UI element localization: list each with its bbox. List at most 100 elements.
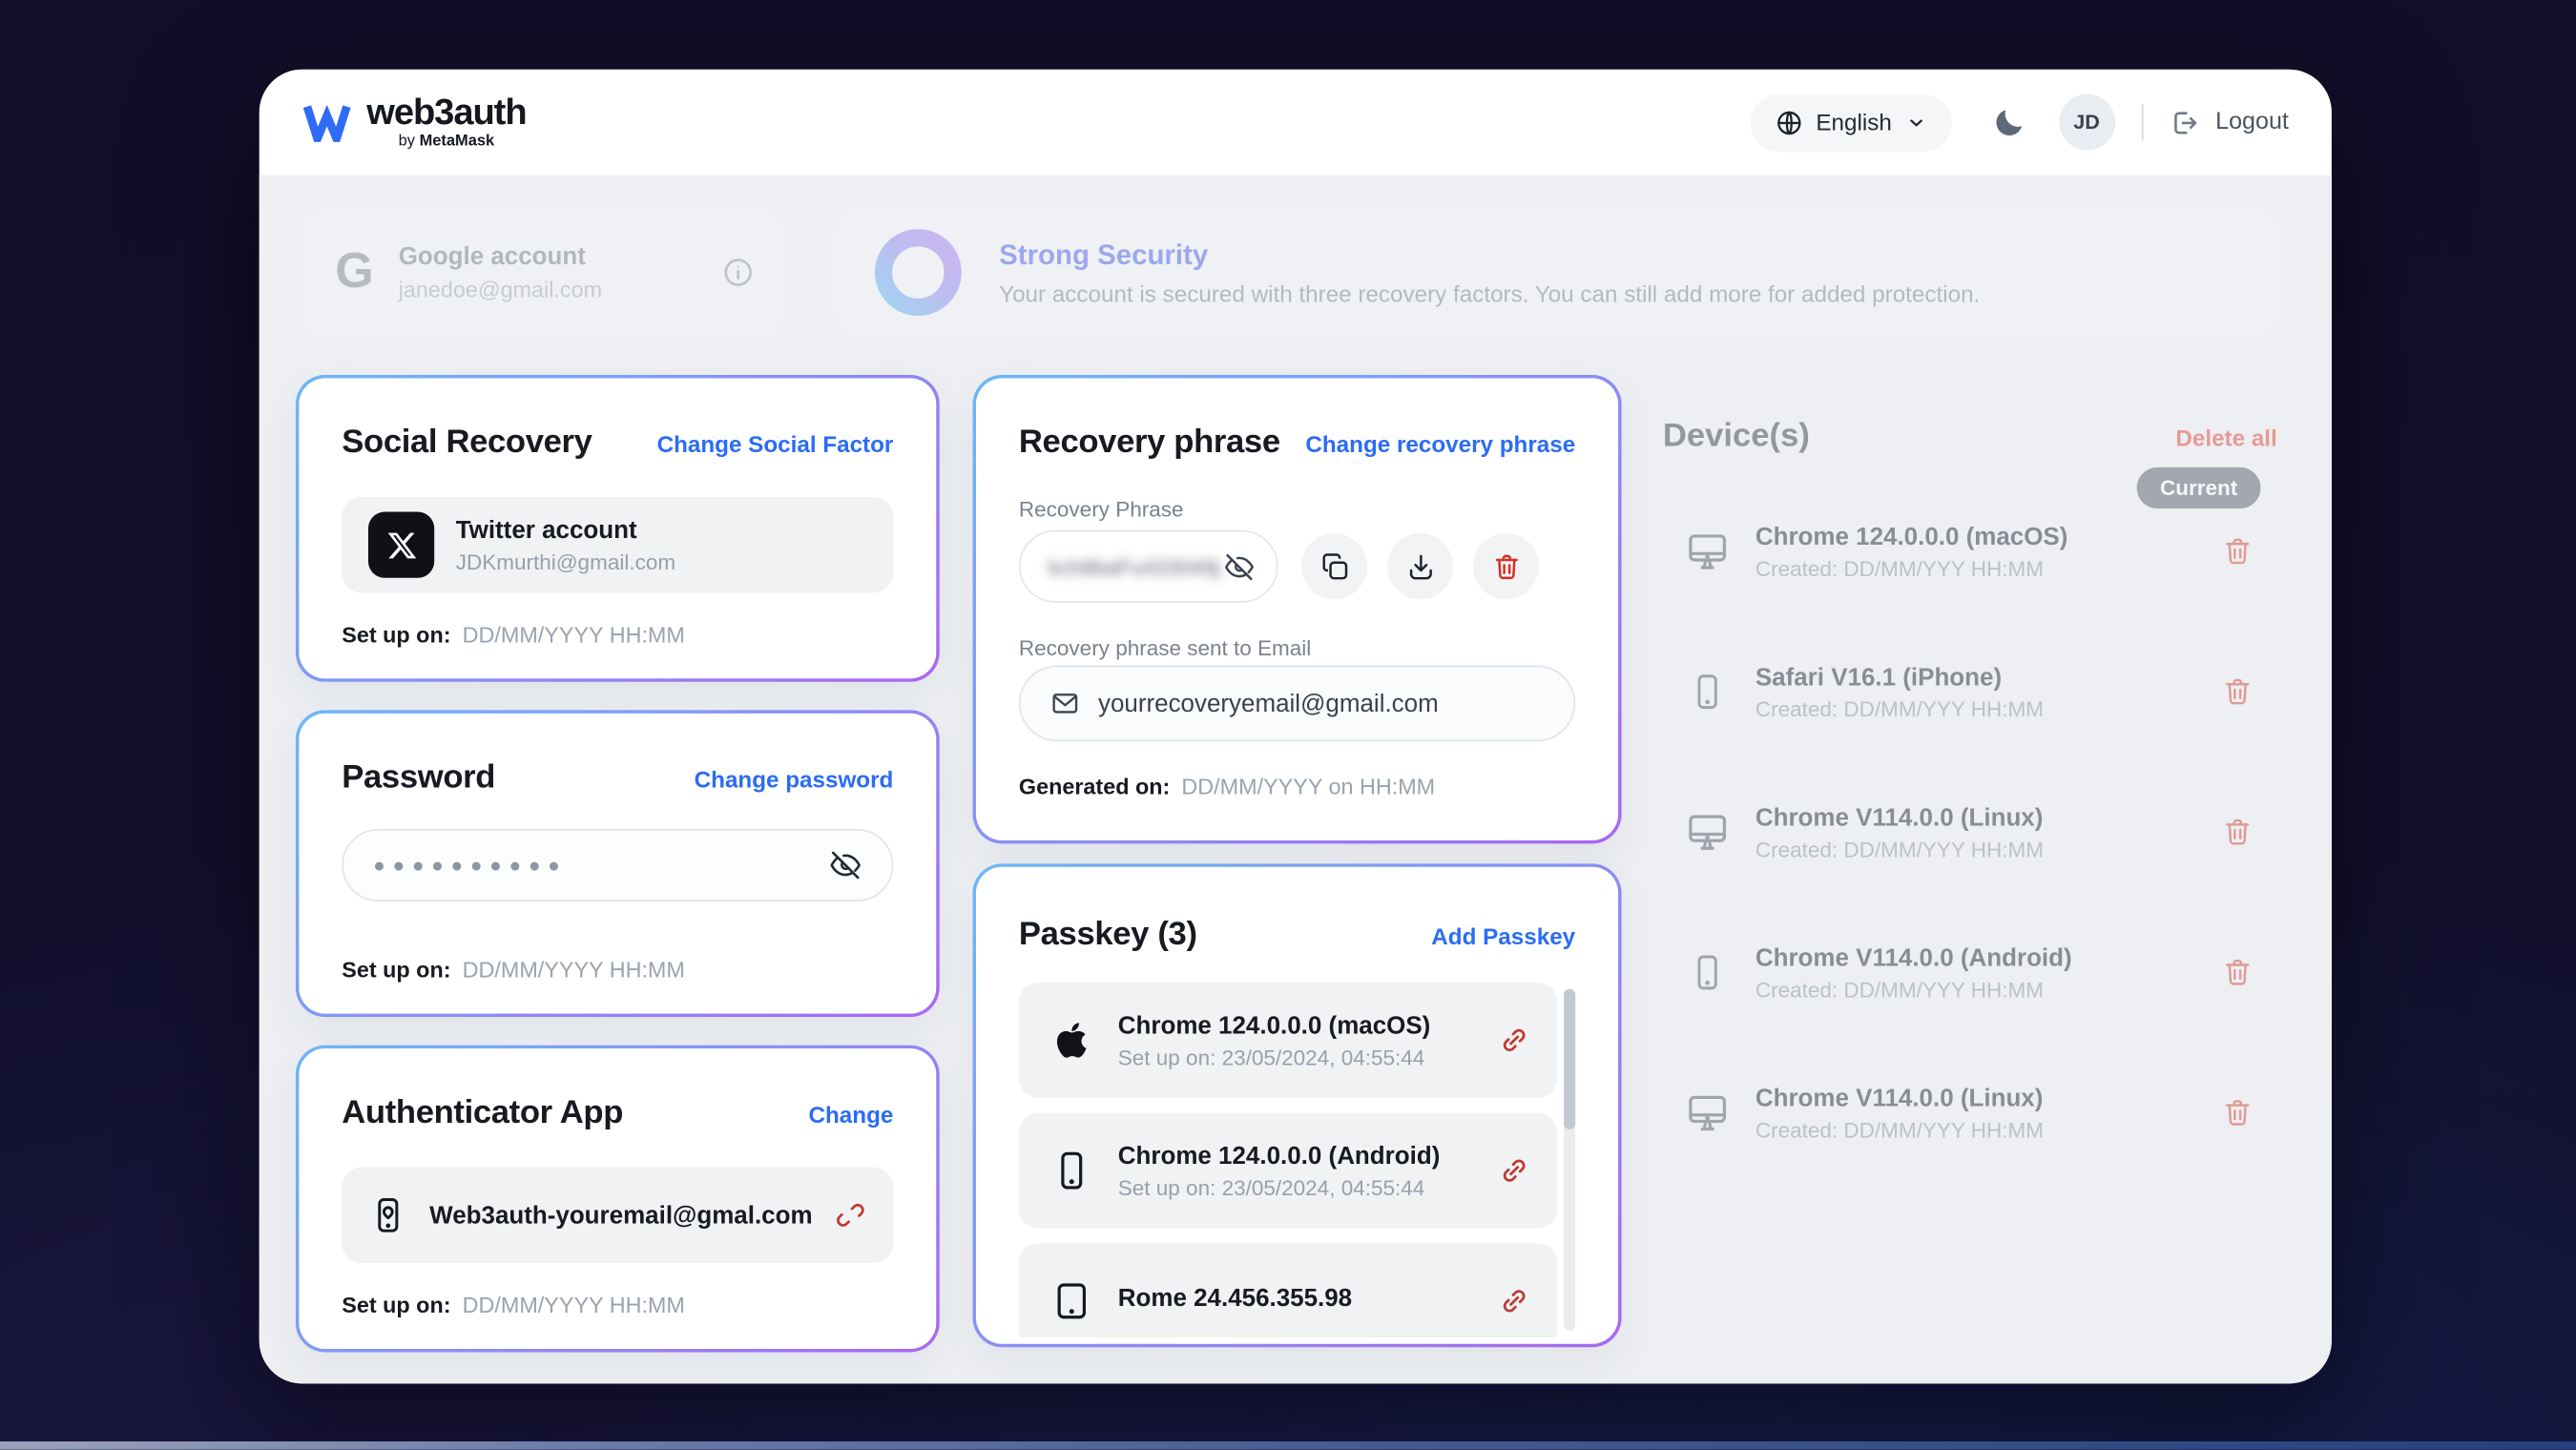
download-phrase-button[interactable] [1386,533,1454,600]
desktop-icon [1683,809,1733,855]
passkey-title: Passkey (3) [1018,916,1197,953]
recovery-email-label: Recovery phrase sent to Email [1018,635,1312,661]
copy-phrase-button[interactable] [1300,533,1368,600]
password-setup-date: Set up on: DD/MM/YYYY HH:MM [342,957,685,983]
social-account-name: Twitter account [455,515,637,545]
tablet-icon [1046,1278,1098,1324]
change-authenticator-link[interactable]: Change [808,1100,894,1128]
passkey-name: Rome 24.456.355.98 [1117,1284,1353,1313]
smartphone-icon [1683,951,1733,994]
account-provider: Google account [398,242,586,271]
download-icon [1408,553,1431,579]
delete-device-icon[interactable] [2221,535,2254,569]
delete-device-icon[interactable] [2221,675,2254,709]
device-name: Chrome V114.0.0 (Android) [1755,943,2072,972]
authenticator-title: Authenticator App [342,1094,624,1131]
device-name: Chrome 124.0.0.0 (macOS) [1755,522,2068,551]
social-account-email: JDKmurthi@gmail.com [455,549,676,574]
password-field[interactable]: ●●●●●●●●●● [342,828,894,902]
device-item: Chrome V114.0.0 (Linux) Created: DD/MM/Y… [1655,776,2281,889]
recovery-phrase-masked: kch8baFu433049j... [1049,553,1224,579]
dark-mode-toggle[interactable] [1991,105,2025,139]
security-status-description: Your account is secured with three recov… [999,280,1981,307]
recovery-phrase-title: Recovery phrase [1018,424,1280,461]
twitter-account-tile: Twitter account JDKmurthi@gmail.com [342,496,894,593]
passkey-name: Chrome 124.0.0.0 (Android) [1117,1141,1441,1170]
authenticator-tile: Web3auth-youremail@gmal.com [342,1167,894,1264]
delete-all-devices-link[interactable]: Delete all [2175,423,2277,450]
moon-icon [1995,109,2022,135]
apple-icon [1046,1015,1098,1065]
passkey-scrollbar[interactable] [1564,988,1576,1332]
device-item: Chrome V114.0.0 (Linux) Created: DD/MM/Y… [1655,1056,2281,1170]
recovery-phrase-card: Recovery phrase Change recovery phrase R… [972,375,1621,844]
change-recovery-phrase-link[interactable]: Change recovery phrase [1305,429,1576,457]
device-created-date: Created: DD/MM/YYY HH:MM [1755,1116,2045,1142]
delete-phrase-button[interactable] [1472,533,1540,600]
phrase-generated-date: Generated on: DD/MM/YYYY on HH:MM [1018,774,1436,799]
delete-device-icon[interactable] [2221,816,2254,849]
trash-icon [1494,553,1517,579]
social-recovery-title: Social Recovery [342,424,592,461]
passkey-name: Chrome 124.0.0.0 (macOS) [1117,1011,1431,1040]
recovery-phrase-field[interactable]: kch8baFu433049j... [1018,529,1278,603]
account-banner: G Google account janedoe@gmail.com [301,208,785,338]
unlink-passkey-icon[interactable] [1498,1285,1531,1318]
passkey-scrollbar-thumb[interactable] [1564,988,1576,1129]
devices-panel: Device(s) Delete all Current Chr [1655,375,2281,1376]
mail-icon [1052,694,1078,714]
toggle-phrase-visibility-icon[interactable] [1224,550,1256,582]
device-created-date: Created: DD/MM/YYY HH:MM [1755,976,2045,1002]
desktop-icon [1683,528,1733,574]
security-ring-icon [874,229,962,317]
logout-button[interactable]: Logout [2170,107,2289,138]
authenticator-setup-date: Set up on: DD/MM/YYYY HH:MM [342,1293,685,1318]
logout-icon [2173,111,2196,134]
device-created-date: Created: DD/MM/YYY HH:MM [1755,555,2045,581]
add-passkey-link[interactable]: Add Passkey [1431,922,1576,949]
change-social-factor-link[interactable]: Change Social Factor [656,429,894,457]
current-device-badge: Current [2136,466,2261,509]
authenticator-card: Authenticator App Change Web3auth-yourem… [296,1046,940,1353]
device-name: Chrome V114.0.0 (Linux) [1755,1084,2044,1112]
google-icon: G [335,244,374,300]
authenticator-account: Web3auth-youremail@gmal.com [429,1201,813,1230]
unlink-passkey-icon[interactable] [1498,1154,1531,1188]
passkey-setup-date: Set up on: 23/05/2024, 04:55:44 [1117,1044,1425,1069]
password-card: Password Change password ●●●●●●●●●● Set … [296,710,940,1017]
chevron-down-icon [1909,118,1922,126]
devices-list: Current Chrome 124.0.0.0 (macOS) Created… [1655,466,2281,1170]
recovery-email-field[interactable]: yourrecoveryemail@gmail.com [1018,665,1576,742]
passkey-item: Rome 24.456.355.98 [1018,1243,1558,1337]
device-item: Safari V16.1 (iPhone) Created: DD/MM/YYY… [1655,635,2281,749]
language-selector[interactable]: English [1750,93,1952,152]
device-created-date: Created: DD/MM/YYY HH:MM [1755,695,2045,721]
header-divider [2141,104,2143,141]
security-status-banner: Strong Security Your account is secured … [834,208,2281,338]
recovery-email-value: yourrecoveryemail@gmail.com [1097,689,1439,718]
app-header: web3auth by MetaMask English JD Logout [260,70,2332,176]
delete-device-icon[interactable] [2221,1096,2254,1129]
web3auth-w-icon [302,103,351,141]
smartphone-icon [1046,1148,1098,1193]
passkey-item: Chrome 124.0.0.0 (Android) Set up on: 23… [1018,1112,1558,1229]
passkey-setup-date: Set up on: 23/05/2024, 04:55:44 [1117,1174,1425,1200]
user-avatar[interactable]: JD [2058,93,2115,151]
globe-icon [1776,110,1801,135]
delete-device-icon[interactable] [2221,956,2254,989]
change-password-link[interactable]: Change password [694,765,894,792]
social-recovery-card: Social Recovery Change Social Factor Twi… [296,375,940,682]
language-label: English [1816,109,1892,135]
info-icon[interactable] [721,256,755,289]
device-item: Chrome V114.0.0 (Android) Created: DD/MM… [1655,916,2281,1029]
brand-byline: by MetaMask [398,132,495,151]
passkey-card: Passkey (3) Add Passkey Chrome [972,863,1621,1347]
device-name: Chrome V114.0.0 (Linux) [1755,803,2044,832]
web3auth-logo: web3auth by MetaMask [302,93,528,151]
toggle-password-visibility-icon[interactable] [829,849,862,882]
unlink-passkey-icon[interactable] [1498,1024,1531,1057]
screen-bottom-edge [0,1440,2576,1450]
device-name: Safari V16.1 (iPhone) [1755,662,2003,692]
unlink-icon[interactable] [834,1199,867,1232]
devices-title: Device(s) [1662,417,1810,454]
